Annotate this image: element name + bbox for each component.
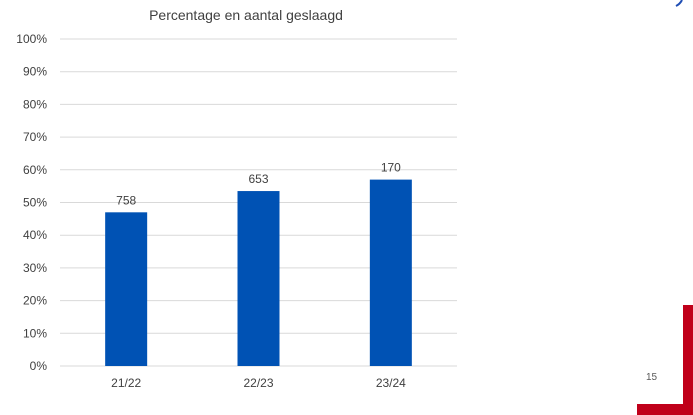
y-tick-label: 20% xyxy=(23,294,47,308)
y-tick-label: 40% xyxy=(23,228,47,242)
data-label: 170 xyxy=(381,161,401,175)
y-tick-label: 10% xyxy=(23,326,47,340)
y-tick-label: 100% xyxy=(16,32,47,46)
y-tick-label: 0% xyxy=(30,359,48,373)
y-tick-label: 80% xyxy=(23,97,47,111)
y-tick-label: 30% xyxy=(23,261,47,275)
bars xyxy=(105,179,412,366)
slide-number: 15 xyxy=(646,372,658,383)
data-labels: 758 653 170 xyxy=(116,161,401,208)
bar-23-24 xyxy=(369,179,412,366)
bar-22-23 xyxy=(237,191,280,366)
top-right-corner-mark xyxy=(675,0,683,7)
x-tick-label: 21/22 xyxy=(111,376,141,390)
bar-21-22 xyxy=(105,212,148,366)
y-tick-label: 50% xyxy=(23,196,47,210)
x-tick-label: 22/23 xyxy=(243,376,273,390)
x-tick-label: 23/24 xyxy=(376,376,406,390)
y-axis-tick-labels: 0% 10% 20% 30% 40% 50% 60% 70% 80% 90% 100% xyxy=(16,32,47,373)
data-label: 758 xyxy=(116,193,136,207)
y-tick-label: 60% xyxy=(23,163,47,177)
data-label: 653 xyxy=(248,172,268,186)
y-tick-label: 90% xyxy=(23,65,47,79)
y-tick-label: 70% xyxy=(23,130,47,144)
red-corner-accent xyxy=(637,305,693,415)
chart-title: Percentage en aantal geslaagd xyxy=(149,7,343,23)
x-axis-tick-labels: 21/22 22/23 23/24 xyxy=(111,376,406,390)
